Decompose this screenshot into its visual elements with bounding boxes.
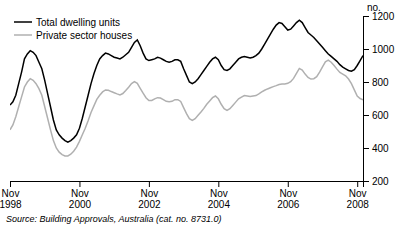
chart: Nov1998 Nov2000 Nov2002 Nov2004 Nov2006 Nov20… (0, 0, 397, 227)
y-tick-mark (363, 49, 369, 50)
x-tick: Nov1998 (0, 181, 22, 210)
plot: Nov1998 Nov2000 Nov2002 Nov2004 Nov2006 Nov20… (0, 2, 395, 210)
x-tick-label: Nov2000 (69, 188, 92, 210)
y-tick-label: 800 (372, 77, 389, 88)
legend-item: Total dwelling units (14, 17, 120, 28)
y-tick-mark (363, 148, 369, 149)
x-tick-label: Nov2002 (138, 188, 161, 210)
x-tick: Nov2000 (69, 181, 92, 210)
x-tick-label: Nov2006 (277, 188, 300, 210)
y-axis: 20040060080010001200 (363, 11, 395, 187)
x-tick-mark (288, 181, 289, 187)
x-tick-label: Nov2008 (347, 188, 370, 210)
y-tick: 1000 (363, 44, 395, 55)
legend: Total dwelling units Private sector house… (14, 17, 132, 41)
x-tick-mark (218, 181, 219, 187)
x-tick-mark (149, 181, 150, 187)
legend-swatch (14, 34, 32, 36)
y-tick-label: 400 (372, 143, 389, 154)
x-tick-mark (357, 181, 358, 187)
series-line (10, 60, 363, 156)
y-tick-mark (363, 115, 369, 116)
x-tick: Nov2002 (138, 181, 161, 210)
y-tick-label: 1000 (372, 44, 395, 55)
y-tick: 200 (363, 176, 389, 187)
x-axis: Nov1998 Nov2000 Nov2002 Nov2004 Nov2006 Nov20… (0, 181, 369, 210)
y-axis-line (364, 17, 370, 182)
y-tick-mark (363, 16, 369, 17)
y-tick: 400 (363, 143, 389, 154)
y-tick-mark (363, 82, 369, 83)
y-tick: 800 (363, 77, 389, 88)
x-tick-mark (79, 181, 80, 187)
y-tick-label: 200 (372, 176, 389, 187)
y-tick-label: 600 (372, 110, 389, 121)
legend-swatch (14, 21, 32, 23)
x-tick-mark (10, 181, 11, 187)
x-axis-line (11, 182, 364, 188)
source-note: Source: Building Approvals, Australia (c… (6, 214, 221, 224)
legend-label: Private sector houses (36, 30, 132, 41)
legend-item: Private sector houses (14, 30, 132, 41)
lines (10, 20, 363, 156)
y-tick: 600 (363, 110, 389, 121)
x-tick: Nov2008 (347, 181, 370, 210)
x-tick: Nov2004 (208, 181, 231, 210)
y-axis-label: no. (367, 2, 381, 13)
x-tick-label: Nov2004 (208, 188, 231, 210)
x-tick-label: Nov1998 (0, 188, 22, 210)
x-tick: Nov2006 (277, 181, 300, 210)
legend-label: Total dwelling units (36, 17, 120, 28)
series-line (10, 20, 363, 142)
y-tick-mark (363, 181, 369, 182)
